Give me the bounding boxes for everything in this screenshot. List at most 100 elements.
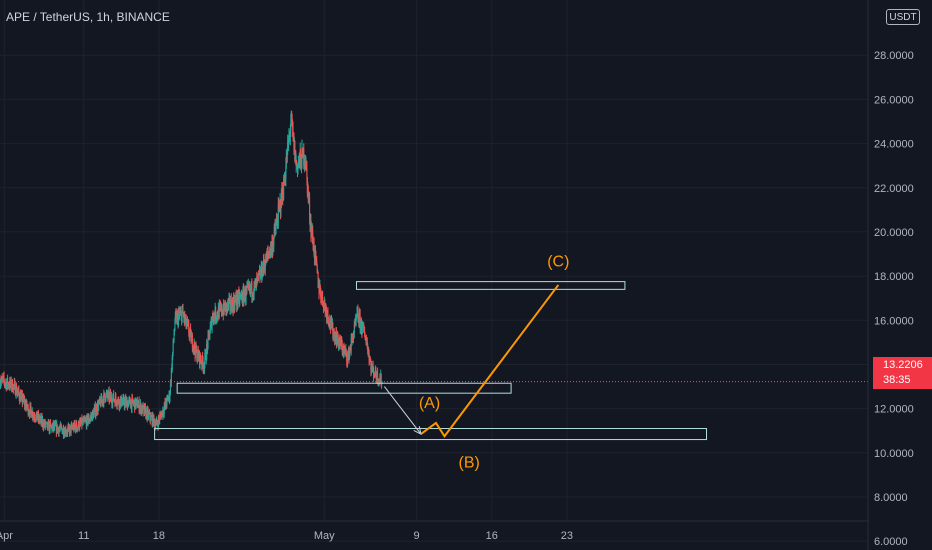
candle-body: [104, 396, 106, 401]
candle-body: [292, 127, 294, 135]
candle-body: [78, 421, 80, 430]
candle-body: [12, 380, 14, 392]
candle-body: [375, 367, 377, 376]
candle-body: [35, 415, 37, 420]
candle-body: [103, 392, 105, 405]
candle-body: [10, 379, 12, 389]
candle-body: [178, 315, 180, 325]
candle-body: [16, 392, 18, 394]
candle-body: [74, 422, 76, 426]
candle-body: [76, 422, 78, 428]
candle-body: [169, 381, 171, 394]
chart-title: APE / TetherUS, 1h, BINANCE: [6, 10, 170, 24]
candle-body: [263, 259, 265, 267]
candle-body: [159, 415, 161, 421]
candle-body: [82, 419, 84, 423]
candle-body: [21, 393, 23, 403]
price-tick-label: 22.0000: [874, 183, 914, 195]
candle-body: [148, 413, 150, 418]
candle-body: [119, 399, 121, 407]
candle-body: [212, 314, 214, 320]
price-tick-label: 12.0000: [874, 404, 914, 416]
candle-body: [117, 399, 119, 405]
candle-body: [267, 251, 269, 254]
candle-body: [115, 395, 117, 401]
candle-body: [218, 305, 220, 319]
candle-body: [170, 368, 172, 383]
zone-box: [176, 382, 512, 394]
candle-body: [188, 324, 190, 334]
candle-body: [207, 334, 209, 349]
candle-body: [341, 344, 343, 352]
candle-body: [273, 236, 275, 246]
last-price-badge: 13.2206 38:35: [873, 357, 932, 389]
grid-lines: [0, 0, 868, 542]
candle-body: [14, 382, 16, 395]
candle-body: [109, 394, 111, 401]
candle-body: [3, 380, 5, 384]
candle-body: [352, 335, 354, 342]
candle-body: [306, 168, 308, 177]
candle-body: [261, 276, 263, 279]
currency-button[interactable]: USDT: [886, 9, 920, 25]
candle-body: [210, 322, 212, 326]
candle-body: [296, 161, 298, 166]
candle-body: [380, 374, 382, 385]
candle-body: [143, 405, 145, 407]
candle-body: [146, 409, 148, 419]
candle-body: [172, 340, 174, 352]
candle-body: [337, 331, 339, 340]
candle-body: [286, 148, 288, 162]
candle-body: [50, 422, 52, 425]
candle-body: [137, 407, 139, 409]
candle-body: [213, 313, 215, 322]
candle-body: [174, 322, 176, 330]
candle-body: [251, 282, 253, 297]
candle-body: [327, 310, 329, 318]
candle-body: [258, 272, 260, 275]
zone-box: [154, 428, 708, 441]
candle-body: [211, 320, 213, 329]
price-tick-label: 26.0000: [874, 94, 914, 106]
candle-body: [237, 291, 239, 302]
price-tick-label: 8.0000: [874, 492, 908, 504]
candle-body: [169, 393, 171, 401]
candle-body: [47, 422, 49, 428]
price-tick-label: 28.0000: [874, 50, 914, 62]
candle-body: [96, 406, 98, 413]
candle-body: [3, 376, 5, 381]
candle-body: [179, 312, 181, 315]
candle-body: [118, 398, 120, 404]
candle-body: [264, 264, 266, 271]
time-tick-label: 23: [561, 530, 573, 542]
candle-body: [26, 400, 28, 408]
candle-body: [253, 282, 255, 294]
annotations[interactable]: (A) (B) (C): [154, 254, 708, 472]
candle-body: [346, 353, 348, 362]
candle-body: [29, 405, 31, 416]
wave-path: [420, 284, 560, 438]
candle-body: [297, 164, 299, 172]
candle-body: [237, 294, 239, 305]
wave-label: (A): [419, 395, 440, 412]
wave-label: (B): [459, 455, 480, 472]
candle-body: [124, 400, 126, 407]
candle-body: [318, 283, 320, 294]
candle-body: [131, 397, 133, 410]
candle-body: [275, 223, 277, 230]
candle-body: [191, 335, 193, 349]
candle-body: [356, 317, 358, 319]
price-tick-label: 18.0000: [874, 271, 914, 283]
candle-body: [373, 369, 375, 377]
time-tick-label: 16: [486, 530, 498, 542]
time-axis[interactable]: Apr 11 18 May 9 16 23: [0, 530, 573, 542]
price-tick-label: 6.0000: [874, 536, 908, 548]
candle-body: [7, 378, 9, 386]
candle-body: [231, 300, 233, 313]
zone-box: [355, 281, 626, 290]
candle-body: [197, 349, 199, 359]
candle-body: [230, 299, 232, 309]
candle-body: [30, 405, 32, 411]
